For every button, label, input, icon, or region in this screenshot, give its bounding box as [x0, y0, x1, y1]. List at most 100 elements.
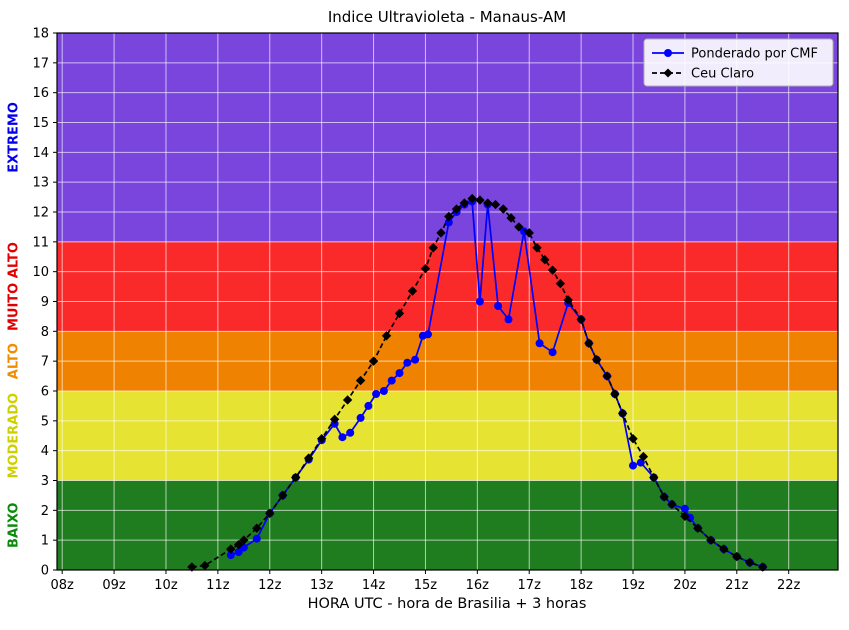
marker-diamond — [239, 535, 249, 545]
marker-diamond — [706, 535, 716, 545]
marker-diamond — [381, 331, 392, 341]
marker-circle — [234, 548, 243, 557]
y-tick-label: 17 — [32, 56, 49, 71]
x-tick-label: 09z — [102, 578, 126, 593]
marker-diamond — [719, 544, 729, 554]
marker-diamond — [680, 511, 690, 521]
marker-diamond — [420, 263, 431, 274]
y-tick-label: 12 — [32, 206, 49, 221]
y-tick-label: 18 — [32, 27, 49, 42]
marker-diamond — [540, 255, 550, 265]
marker-diamond — [758, 562, 768, 572]
x-tick-label: 15z — [414, 578, 438, 593]
x-axis-label: HORA UTC - hora de Brasilia + 3 horas — [308, 596, 587, 612]
marker-diamond — [451, 204, 462, 214]
marker-circle — [403, 358, 412, 367]
marker-diamond — [555, 278, 566, 289]
series-layer — [187, 193, 768, 572]
legend-label-ponderado-por-cmf: Ponderado por CMF — [691, 47, 818, 62]
marker-diamond — [475, 195, 485, 205]
marker-circle — [346, 428, 355, 437]
marker-diamond — [316, 434, 327, 444]
marker-diamond — [368, 356, 379, 366]
marker-circle — [252, 534, 261, 543]
marker-circle — [424, 330, 432, 339]
x-tick-label: 16z — [466, 578, 490, 593]
x-tick-label: 11z — [206, 578, 230, 593]
marker-diamond — [200, 560, 210, 571]
marker-circle — [387, 376, 396, 385]
y-tick-label: 8 — [41, 325, 49, 340]
y-tick-label: 7 — [41, 355, 49, 370]
marker-diamond — [444, 211, 454, 222]
legend-marker-diamond — [663, 68, 673, 78]
marker-circle — [475, 297, 484, 306]
x-tick-label: 19z — [621, 578, 645, 593]
marker-circle — [338, 433, 347, 442]
marker-diamond — [428, 243, 438, 253]
band-label-extremo: EXTREMO — [7, 102, 22, 173]
marker-diamond — [498, 204, 508, 214]
y-tick-label: 15 — [32, 116, 49, 131]
band-label-muito-alto: MUITO ALTO — [7, 242, 22, 331]
marker-circle — [372, 390, 381, 398]
marker-diamond — [667, 499, 677, 510]
marker-diamond — [342, 395, 353, 405]
marker-diamond — [649, 472, 659, 483]
y-tick-label: 6 — [41, 385, 49, 400]
marker-diamond — [638, 451, 649, 462]
marker-diamond — [436, 228, 446, 238]
marker-diamond — [490, 199, 501, 210]
marker-circle — [535, 339, 544, 348]
band-label-baixo: BAIXO — [7, 503, 22, 548]
band-baixo — [57, 480, 838, 570]
marker-diamond — [524, 228, 534, 238]
x-tick-label: 14z — [362, 578, 386, 593]
band-label-moderado: MODERADO — [7, 393, 22, 479]
x-tick-label: 21z — [725, 578, 749, 593]
x-tick-label: 10z — [154, 578, 178, 593]
y-tick-label: 11 — [32, 235, 49, 250]
y-tick-label: 16 — [32, 86, 49, 101]
marker-diamond — [547, 265, 558, 275]
marker-diamond — [483, 198, 493, 208]
band-label-alto: ALTO — [7, 343, 22, 379]
band-moderado — [57, 391, 838, 481]
marker-diamond — [506, 213, 516, 223]
marker-circle — [364, 401, 373, 410]
marker-diamond — [514, 222, 524, 232]
marker-diamond — [628, 434, 638, 444]
x-tick-label: 18z — [569, 578, 593, 593]
marker-diamond — [355, 375, 366, 386]
marker-diamond — [563, 295, 573, 305]
marker-diamond — [329, 414, 340, 425]
marker-diamond — [187, 562, 197, 572]
marker-circle — [226, 551, 235, 560]
grid-layer — [57, 32, 838, 571]
marker-diamond — [233, 539, 244, 550]
y-tick-label: 5 — [41, 414, 49, 429]
x-tick-label: 17z — [518, 578, 542, 593]
y-tick-label: 9 — [41, 295, 49, 310]
marker-diamond — [252, 523, 262, 533]
y-tick-label: 14 — [32, 146, 49, 161]
marker-diamond — [591, 354, 602, 365]
chart-title: Indice Ultravioleta - Manaus-AM — [328, 8, 566, 26]
band-muito-alto — [57, 241, 838, 332]
marker-diamond — [467, 193, 477, 204]
marker-circle — [548, 348, 557, 357]
marker-circle — [379, 387, 388, 395]
risk-band-layer — [57, 33, 838, 570]
marker-diamond — [291, 472, 301, 483]
y-tick-label: 3 — [41, 474, 49, 489]
marker-diamond — [394, 308, 405, 319]
marker-diamond — [303, 453, 314, 463]
y-tick-label: 1 — [41, 534, 49, 549]
marker-diamond — [265, 508, 275, 519]
marker-circle — [629, 461, 637, 470]
marker-diamond — [584, 338, 594, 348]
marker-circle — [411, 355, 420, 364]
marker-diamond — [576, 314, 586, 325]
